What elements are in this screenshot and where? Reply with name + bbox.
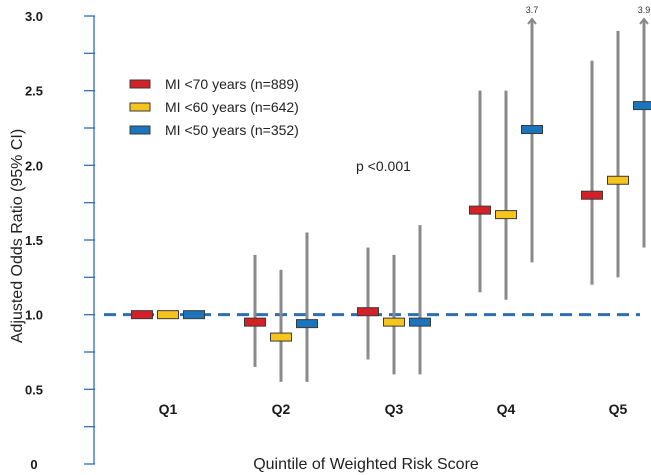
y-axis-ticks <box>84 15 95 465</box>
y-tick-labels: 0 0.5 1.0 1.5 2.0 2.5 3.0 <box>25 9 43 472</box>
legend-swatch <box>129 125 151 135</box>
category-label: Q5 <box>609 401 628 417</box>
category-label: Q3 <box>385 401 404 417</box>
y-tick-label: 1.5 <box>25 233 43 248</box>
legend-entry: MI <70 years (n=889) <box>165 76 299 92</box>
category-labels: Q1 Q2 Q3 Q4 Q5 <box>159 401 628 417</box>
point-estimate-marker <box>357 307 379 317</box>
ci-truncation-arrow <box>527 17 537 25</box>
legend-swatch <box>129 79 151 89</box>
point-estimate-marker <box>469 205 491 215</box>
point-estimate-marker <box>495 210 517 220</box>
legend-entry: MI <50 years (n=352) <box>165 122 299 138</box>
y-axis-title: Adjusted Odds Ratio (95% CI) <box>9 129 26 343</box>
point-estimate-marker <box>296 319 318 329</box>
point-estimate-marker <box>633 101 651 111</box>
point-estimate-marker <box>131 310 153 320</box>
legend: MI <70 years (n=889) MI <60 years (n=642)… <box>129 76 299 138</box>
point-estimate-marker <box>157 310 179 320</box>
y-tick-label: 0.5 <box>25 382 43 397</box>
point-estimate-marker <box>409 317 431 327</box>
legend-swatch <box>129 102 151 112</box>
ci-whiskers <box>253 17 649 382</box>
point-estimates <box>131 101 651 342</box>
truncated-ci-labels: 3.7 3.9 <box>526 5 651 15</box>
point-estimate-marker <box>581 190 603 200</box>
y-tick-label: 1.0 <box>25 308 43 323</box>
p-value-annotation: p <0.001 <box>356 158 411 174</box>
point-estimate-marker <box>607 175 629 185</box>
x-axis-title: Quintile of Weighted Risk Score <box>253 456 479 473</box>
truncated-ci-label: 3.7 <box>526 5 539 15</box>
point-estimate-marker <box>270 332 292 342</box>
category-label: Q1 <box>159 401 178 417</box>
point-estimate-marker <box>521 124 543 134</box>
y-tick-label: 2.0 <box>25 158 43 173</box>
y-tick-label: 0 <box>30 457 37 472</box>
point-estimate-marker <box>383 317 405 327</box>
y-tick-label: 2.5 <box>25 84 43 99</box>
y-tick-label: 3.0 <box>25 9 43 24</box>
category-label: Q4 <box>497 401 516 417</box>
point-estimate-marker <box>183 310 205 320</box>
category-label: Q2 <box>272 401 291 417</box>
point-estimate-marker <box>244 317 266 327</box>
legend-entry: MI <60 years (n=642) <box>165 99 299 115</box>
ci-truncation-arrow <box>639 17 649 25</box>
truncated-ci-label: 3.9 <box>638 5 651 15</box>
